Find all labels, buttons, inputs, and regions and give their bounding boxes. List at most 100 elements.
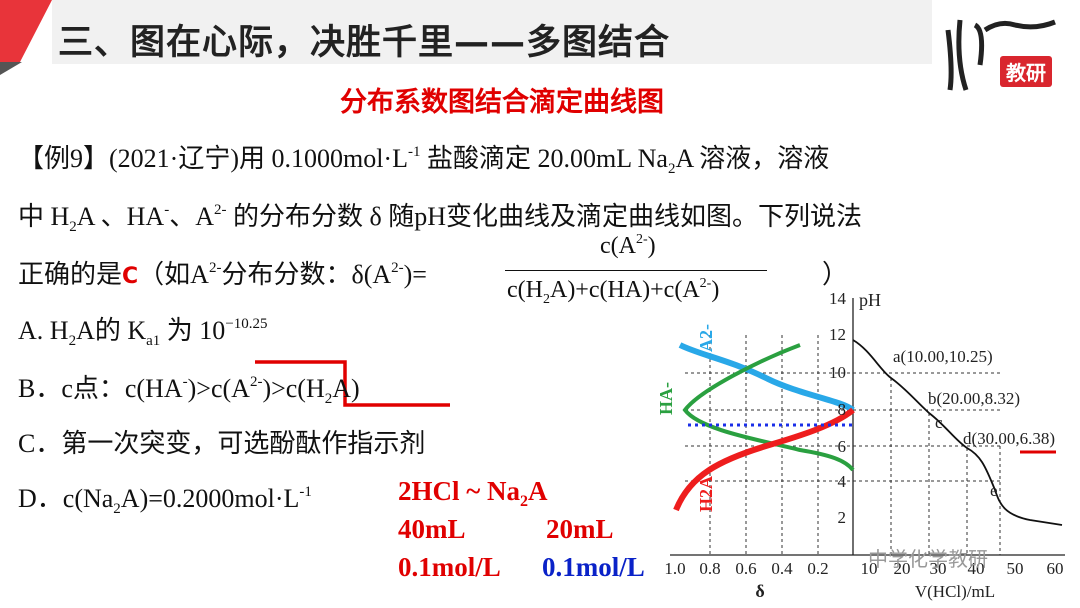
- delta-tick-label: 0.4: [771, 559, 793, 578]
- text-segment: 2: [69, 219, 77, 235]
- text-segment: 2: [324, 391, 333, 407]
- text-segment: 2-: [635, 232, 648, 247]
- delta-tick-label: 0.6: [735, 559, 756, 578]
- text-segment: 中 H: [18, 202, 70, 231]
- text-segment: ): [647, 233, 656, 259]
- text-segment: 2-: [213, 202, 227, 218]
- text-segment: -1: [407, 144, 421, 160]
- text-segment: 2: [542, 292, 550, 307]
- text-segment: A)+c(HA)+c(A: [549, 277, 700, 303]
- text-segment: 为 10: [160, 316, 226, 345]
- text-segment: 2-: [208, 260, 222, 276]
- text-segment: 【例9】(2021·辽宁)用 0.1000mol·L: [18, 144, 408, 173]
- point-label: b(20.00,8.32): [928, 389, 1020, 408]
- delta-tick-label: 0.8: [699, 559, 720, 578]
- point-label: c: [935, 413, 943, 432]
- watermark: 中学化学教研: [868, 548, 988, 571]
- option: C．第一次突变，可选酚酞作指示剂: [18, 423, 425, 460]
- curve-ha: [682, 343, 855, 472]
- volume-tick-label: 50: [1007, 559, 1024, 578]
- text-segment: A)=0.2000mol·L: [120, 484, 300, 513]
- text-segment: 的分布分数 δ 随pH变化曲线及滴定曲线如图。下列说法: [226, 202, 862, 231]
- question-line: 正确的是C（如A2-分布分数：δ(A2-)=: [18, 254, 427, 291]
- text-segment: （如A: [138, 260, 209, 289]
- ph-tick-label: 2: [838, 508, 847, 527]
- text-segment: C: [122, 264, 139, 289]
- volume-tick-label: 40: [968, 559, 985, 578]
- text-segment: a1: [146, 333, 161, 349]
- text-segment: 2: [667, 161, 676, 177]
- curve-a2: [678, 342, 855, 413]
- option: D．c(Na2A)=0.2000mol·L-1: [18, 478, 312, 518]
- text-segment: -: [164, 202, 170, 218]
- ph-tick-label: 6: [838, 437, 847, 456]
- titration-curve: [852, 339, 1063, 526]
- header-accent: [0, 0, 52, 62]
- point-label: d(30.00,6.38): [963, 429, 1055, 448]
- text-segment: A 溶液，溶液: [675, 144, 830, 173]
- text-segment: A): [332, 374, 360, 403]
- title: 三、图在心际，决胜千里——多图结合: [58, 23, 671, 63]
- text-segment: )>c(A: [187, 374, 250, 403]
- question-line: 【例9】(2021·辽宁)用 0.1000mol·L-1 盐酸滴定 20.00m…: [18, 138, 829, 178]
- text-segment: A 、HA: [76, 202, 165, 231]
- volume-tick-label: 60: [1047, 559, 1064, 578]
- text-segment: 盐酸滴定 20.00mL Na: [420, 144, 668, 173]
- text-segment: 2: [68, 333, 77, 349]
- text-segment: A的 K: [76, 316, 147, 345]
- point-label: e: [990, 481, 998, 500]
- volume-tick-label: 20: [894, 559, 911, 578]
- text-segment: 分布分数：δ(A: [221, 260, 392, 289]
- option: B．c点：c(HA-)>c(A2-)>c(H2A): [18, 368, 360, 408]
- volume-label: V(HCl)/mL: [915, 582, 995, 601]
- text-segment: c(H: [507, 277, 543, 303]
- logo-brush: [945, 19, 1056, 91]
- text-segment: −10.25: [225, 316, 268, 332]
- text-segment: 2: [113, 501, 121, 517]
- volume-tick-label: 10: [861, 559, 878, 578]
- annotation-bracket: [255, 360, 450, 407]
- text-segment: A: [528, 476, 548, 506]
- delta-label: δ: [755, 581, 764, 601]
- delta-tick-label: 0.2: [807, 559, 828, 578]
- text-segment: )=: [403, 260, 427, 289]
- curve-label: HA-: [656, 382, 676, 415]
- note-equation: 2HCl ~ Na2A: [398, 476, 548, 511]
- text-segment: 2-: [249, 374, 263, 390]
- curve-h2a: [673, 407, 855, 512]
- header-band: [52, 0, 932, 64]
- text-segment: 2: [520, 493, 529, 510]
- text-segment: 2HCl ~ Na: [398, 476, 521, 506]
- text-segment: D．c(Na: [18, 484, 114, 513]
- ph-tick-label: 8: [838, 400, 847, 419]
- subtitle: 分布系数图结合滴定曲线图: [340, 87, 664, 118]
- closing-paren: ）: [822, 260, 849, 289]
- note-volume: 20mL: [546, 514, 614, 544]
- text-segment: 2-: [699, 276, 712, 291]
- text-segment: c(A: [600, 233, 636, 259]
- logo-text: 教研: [1000, 56, 1052, 87]
- fraction-bar: [505, 270, 767, 271]
- ph-label: pH: [859, 290, 881, 310]
- text-segment: )>c(H: [262, 374, 325, 403]
- note-volume: 40mL: [398, 514, 466, 544]
- text-segment: 正确的是: [18, 260, 123, 289]
- text-segment: ): [711, 277, 720, 303]
- text-segment: C．第一次突变，可选酚酞作指示剂: [18, 429, 426, 458]
- curve-label: H2A: [696, 476, 716, 512]
- point-label: a(10.00,10.25): [893, 347, 993, 366]
- text-segment: A. H: [18, 316, 69, 345]
- text-segment: 2-: [391, 260, 404, 276]
- ph-tick-label: 12: [829, 325, 846, 344]
- curve-label: A2-: [696, 324, 716, 352]
- text-segment: 、A: [169, 202, 214, 231]
- text-segment: B．c点：c(HA: [18, 374, 183, 403]
- fraction-numerator: c(A2-): [600, 232, 656, 260]
- option: A. H2A的 Ka1 为 10−10.25: [18, 310, 268, 350]
- question-line: 中 H2A 、HA-、A2- 的分布分数 δ 随pH变化曲线及滴定曲线如图。下列…: [18, 196, 862, 236]
- text-segment: -: [182, 374, 188, 390]
- figure: [670, 298, 1065, 556]
